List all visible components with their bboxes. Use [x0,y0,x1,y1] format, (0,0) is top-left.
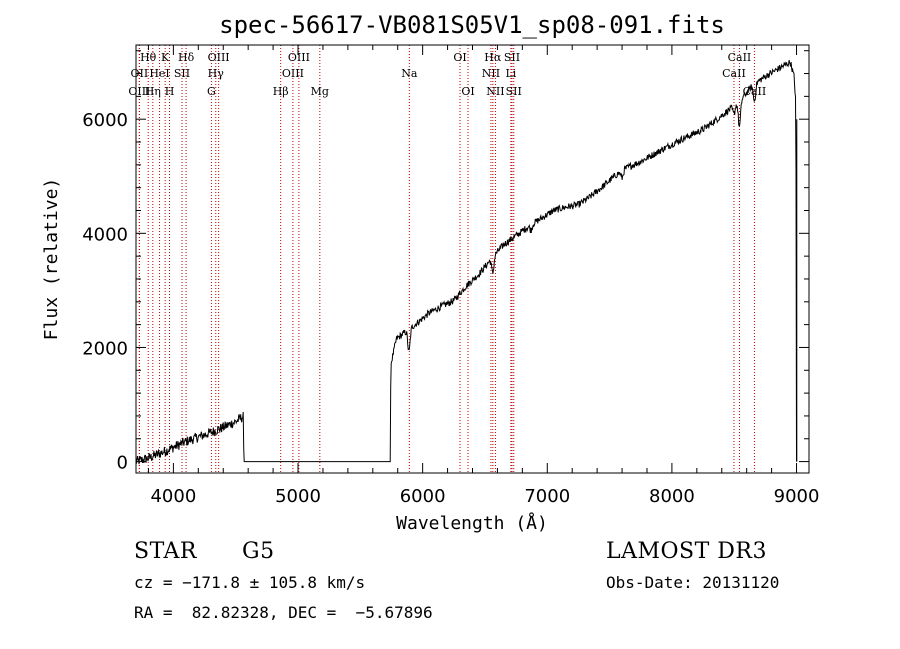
line-label: G [207,85,216,98]
line-label: OIII [282,67,304,80]
line-label: Mg [311,85,329,98]
x-tick-label: 9000 [774,486,820,507]
x-axis-label: Wavelength (Å) [396,512,548,534]
line-label: OI [453,51,466,64]
line-label: SII [174,67,190,80]
chart-title: spec-56617-VB081S05V1_sp08-091.fits [219,11,725,39]
y-axis-ticks: 0 2000 4000 6000 [82,50,809,474]
spectrum-line [135,59,798,465]
line-label: SII [506,85,522,98]
line-label: Na [401,67,418,80]
observation-date: Obs-Date: 20131120 [606,573,780,592]
line-label: OIII [208,51,230,64]
object-class: STAR [134,539,197,564]
y-tick-label: 6000 [82,110,128,131]
line-label: NII [486,85,504,98]
line-label: Hθ [140,51,157,64]
x-axis-ticks: 4000 5000 6000 7000 8000 9000 [147,45,820,507]
plot-frame [135,44,810,474]
x-tick-label: 6000 [400,486,446,507]
line-label: CaII [728,51,752,64]
line-markers [138,45,755,473]
x-tick-label: 4000 [150,486,196,507]
spectrum-chart: spec-56617-VB081S05V1_sp08-091.fits Hθ OI… [41,11,820,534]
line-label: Hγ [208,67,225,80]
y-tick-label: 2000 [82,338,128,359]
line-label: OIII [288,51,310,64]
x-tick-label: 8000 [649,486,695,507]
line-label: K [161,51,170,64]
line-label: Hδ [178,51,195,64]
line-label: OI [461,85,474,98]
line-label: SII [504,51,520,64]
y-tick-label: 0 [117,453,128,474]
y-axis-label: Flux (relative) [41,178,62,341]
x-tick-label: 7000 [524,486,570,507]
y-tick-label: 4000 [82,224,128,245]
line-label: Hα [484,51,502,64]
line-label: NII [482,67,500,80]
line-label: Li [505,67,516,80]
object-subclass: G5 [242,539,275,564]
line-label: Hβ [273,85,289,98]
x-tick-label: 5000 [275,486,321,507]
line-label: HeI [149,67,169,80]
redshift-cz: cz = −171.8 ± 105.8 km/s [134,573,366,592]
survey-name: LAMOST DR3 [606,539,767,564]
line-label: CaII [722,67,746,80]
line-label: OIII [128,85,150,98]
line-label: H [165,85,175,98]
ra-dec: RA = 82.82328, DEC = −5.67896 [134,603,433,622]
line-label: Hη [145,85,161,98]
